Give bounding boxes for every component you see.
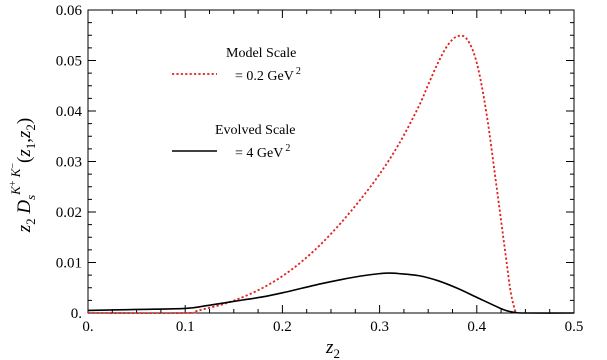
series-layer — [87, 34, 575, 315]
y-axis-label: z2 DsK+ K−(z1,z2) — [8, 118, 38, 234]
x-axis-label: z2 — [325, 337, 340, 360]
legend-value-text: = 0.2 GeV — [235, 69, 294, 84]
legend-label-evolved-scale: Evolved Scale — [215, 123, 295, 138]
x-tick-label: 0.5 — [565, 319, 584, 335]
series-line-model-scale — [87, 34, 517, 315]
x-tick-label: 0.3 — [370, 319, 389, 335]
x-tick-label: 0.2 — [273, 319, 292, 335]
x-tick-label: 0.4 — [467, 319, 486, 335]
legend-superscript: 2 — [285, 143, 290, 154]
y-tick-label: 0.03 — [56, 155, 82, 171]
y-tick-label: 0. — [71, 306, 82, 322]
legend-value-text: = 4 GeV — [235, 146, 283, 161]
x-tick-label: 0.1 — [176, 319, 195, 335]
series-line-evolved-scale — [87, 272, 575, 314]
legend-value-evolved-scale: = 4 GeV 2 — [235, 143, 290, 161]
plot-border — [87, 9, 575, 314]
legend-label-model-scale: Model Scale — [226, 46, 296, 61]
y-tick-label: 0.05 — [56, 54, 82, 70]
legend-superscript: 2 — [296, 66, 301, 77]
tick-labels: 0. 0.1 0.2 0.3 0.4 0.5 0. 0.01 0.02 0.03 0.04 0.05 0… — [56, 3, 584, 335]
x-tick-label: 0. — [82, 319, 93, 335]
y-tick-label: 0.02 — [56, 205, 82, 221]
y-tick-label: 0.06 — [56, 3, 83, 19]
y-tick-label: 0.01 — [56, 256, 82, 272]
legend-value-model-scale: = 0.2 GeV 2 — [235, 66, 301, 84]
plot-frame — [87, 9, 575, 314]
y-tick-label: 0.04 — [56, 104, 83, 120]
axis-ticks — [87, 9, 575, 314]
